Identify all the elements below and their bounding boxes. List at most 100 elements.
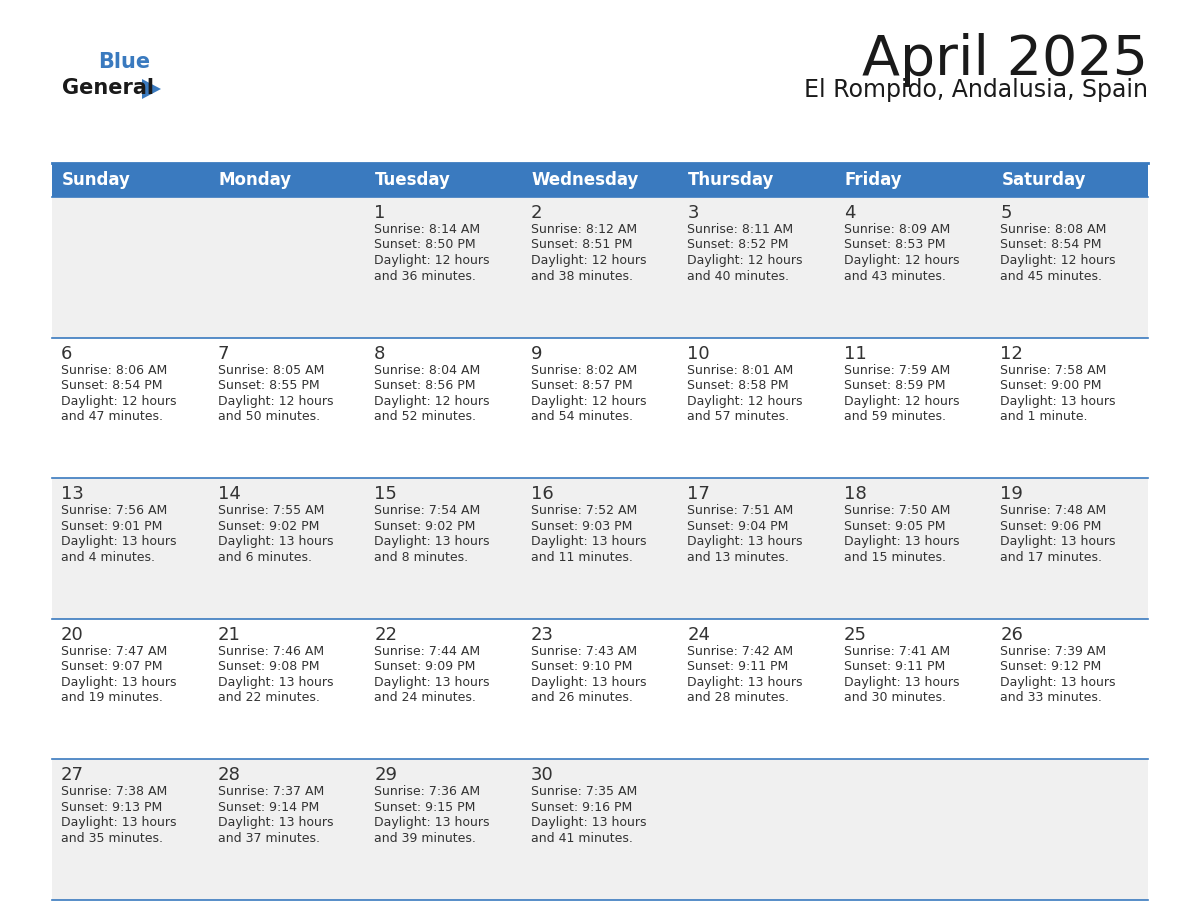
Text: 17: 17 [688,486,710,503]
Bar [52,759,1148,900]
Text: Sunset: 8:55 PM: Sunset: 8:55 PM [217,379,320,392]
Text: 3: 3 [688,204,699,222]
Text: Sunset: 9:00 PM: Sunset: 9:00 PM [1000,379,1102,392]
Text: Daylight: 13 hours: Daylight: 13 hours [688,535,803,548]
Text: Daylight: 12 hours: Daylight: 12 hours [531,395,646,408]
Text: Daylight: 12 hours: Daylight: 12 hours [374,395,489,408]
Text: Sunset: 8:56 PM: Sunset: 8:56 PM [374,379,475,392]
Text: and 39 minutes.: and 39 minutes. [374,832,476,845]
Text: Sunrise: 7:44 AM: Sunrise: 7:44 AM [374,644,480,658]
Text: Daylight: 13 hours: Daylight: 13 hours [531,535,646,548]
Text: Daylight: 13 hours: Daylight: 13 hours [374,676,489,688]
Text: 13: 13 [61,486,84,503]
Text: and 26 minutes.: and 26 minutes. [531,691,632,704]
Text: Sunrise: 8:02 AM: Sunrise: 8:02 AM [531,364,637,376]
Text: Sunrise: 7:59 AM: Sunrise: 7:59 AM [843,364,950,376]
Text: Daylight: 13 hours: Daylight: 13 hours [61,535,177,548]
Text: Sunset: 9:14 PM: Sunset: 9:14 PM [217,800,318,814]
Text: 16: 16 [531,486,554,503]
Text: Sunset: 8:58 PM: Sunset: 8:58 PM [688,379,789,392]
Text: 24: 24 [688,626,710,644]
Text: Sunset: 9:02 PM: Sunset: 9:02 PM [217,520,318,532]
Bar [52,619,1148,759]
Text: Monday: Monday [219,171,292,189]
Text: Sunrise: 7:41 AM: Sunrise: 7:41 AM [843,644,950,658]
Text: 11: 11 [843,344,866,363]
Text: Daylight: 13 hours: Daylight: 13 hours [61,816,177,829]
Text: 26: 26 [1000,626,1023,644]
Text: Daylight: 12 hours: Daylight: 12 hours [217,395,333,408]
Text: 10: 10 [688,344,710,363]
Text: Daylight: 13 hours: Daylight: 13 hours [217,816,333,829]
Text: Thursday: Thursday [688,171,775,189]
Text: 14: 14 [217,486,240,503]
Text: 23: 23 [531,626,554,644]
Text: and 15 minutes.: and 15 minutes. [843,551,946,564]
Text: and 24 minutes.: and 24 minutes. [374,691,476,704]
Text: Sunrise: 8:14 AM: Sunrise: 8:14 AM [374,223,480,236]
Text: 20: 20 [61,626,83,644]
Text: Sunday: Sunday [62,171,131,189]
Text: Daylight: 12 hours: Daylight: 12 hours [843,254,960,267]
Text: Sunset: 9:11 PM: Sunset: 9:11 PM [843,660,946,673]
Text: Daylight: 12 hours: Daylight: 12 hours [1000,254,1116,267]
Text: Daylight: 12 hours: Daylight: 12 hours [61,395,177,408]
Text: El Rompido, Andalusia, Spain: El Rompido, Andalusia, Spain [804,78,1148,102]
Text: Sunset: 9:08 PM: Sunset: 9:08 PM [217,660,320,673]
Text: Daylight: 12 hours: Daylight: 12 hours [688,254,803,267]
Text: 30: 30 [531,767,554,784]
Text: Sunset: 9:09 PM: Sunset: 9:09 PM [374,660,475,673]
Text: and 1 minute.: and 1 minute. [1000,410,1088,423]
Text: 2: 2 [531,204,542,222]
Text: Sunset: 9:12 PM: Sunset: 9:12 PM [1000,660,1101,673]
Polygon shape [143,79,162,99]
Text: and 28 minutes.: and 28 minutes. [688,691,789,704]
Text: 12: 12 [1000,344,1023,363]
Text: and 35 minutes.: and 35 minutes. [61,832,163,845]
Text: General: General [62,78,154,98]
Text: Sunrise: 7:46 AM: Sunrise: 7:46 AM [217,644,323,658]
Text: Daylight: 13 hours: Daylight: 13 hours [843,676,960,688]
Text: Sunrise: 8:09 AM: Sunrise: 8:09 AM [843,223,950,236]
Text: and 38 minutes.: and 38 minutes. [531,270,633,283]
Text: Sunrise: 7:58 AM: Sunrise: 7:58 AM [1000,364,1107,376]
Bar [52,163,1148,197]
Text: 9: 9 [531,344,542,363]
Text: Sunset: 9:04 PM: Sunset: 9:04 PM [688,520,789,532]
Text: Daylight: 13 hours: Daylight: 13 hours [217,676,333,688]
Text: and 4 minutes.: and 4 minutes. [61,551,154,564]
Text: and 41 minutes.: and 41 minutes. [531,832,632,845]
Text: Daylight: 12 hours: Daylight: 12 hours [374,254,489,267]
Text: Sunset: 9:11 PM: Sunset: 9:11 PM [688,660,789,673]
Text: Sunrise: 8:11 AM: Sunrise: 8:11 AM [688,223,794,236]
Text: Sunrise: 7:47 AM: Sunrise: 7:47 AM [61,644,168,658]
Text: and 30 minutes.: and 30 minutes. [843,691,946,704]
Text: 19: 19 [1000,486,1023,503]
Text: Sunset: 8:57 PM: Sunset: 8:57 PM [531,379,632,392]
Text: 8: 8 [374,344,386,363]
Text: Friday: Friday [845,171,903,189]
Text: Sunset: 8:59 PM: Sunset: 8:59 PM [843,379,946,392]
Text: and 17 minutes.: and 17 minutes. [1000,551,1102,564]
Text: Saturday: Saturday [1001,171,1086,189]
Text: Sunset: 9:13 PM: Sunset: 9:13 PM [61,800,163,814]
Text: Blue: Blue [97,52,150,72]
Text: Daylight: 13 hours: Daylight: 13 hours [1000,535,1116,548]
Text: Daylight: 13 hours: Daylight: 13 hours [531,816,646,829]
Text: and 52 minutes.: and 52 minutes. [374,410,476,423]
Text: Sunrise: 7:37 AM: Sunrise: 7:37 AM [217,786,324,799]
Text: Sunrise: 8:04 AM: Sunrise: 8:04 AM [374,364,480,376]
Text: Sunset: 9:03 PM: Sunset: 9:03 PM [531,520,632,532]
Text: and 22 minutes.: and 22 minutes. [217,691,320,704]
Text: and 40 minutes.: and 40 minutes. [688,270,789,283]
Text: Sunset: 9:05 PM: Sunset: 9:05 PM [843,520,946,532]
Text: Sunrise: 7:50 AM: Sunrise: 7:50 AM [843,504,950,517]
Text: and 13 minutes.: and 13 minutes. [688,551,789,564]
Text: and 45 minutes.: and 45 minutes. [1000,270,1102,283]
Text: Sunset: 8:51 PM: Sunset: 8:51 PM [531,239,632,252]
Text: and 57 minutes.: and 57 minutes. [688,410,789,423]
Text: Sunset: 9:07 PM: Sunset: 9:07 PM [61,660,163,673]
Text: Sunset: 9:06 PM: Sunset: 9:06 PM [1000,520,1101,532]
Text: 22: 22 [374,626,397,644]
Text: Sunrise: 7:55 AM: Sunrise: 7:55 AM [217,504,324,517]
